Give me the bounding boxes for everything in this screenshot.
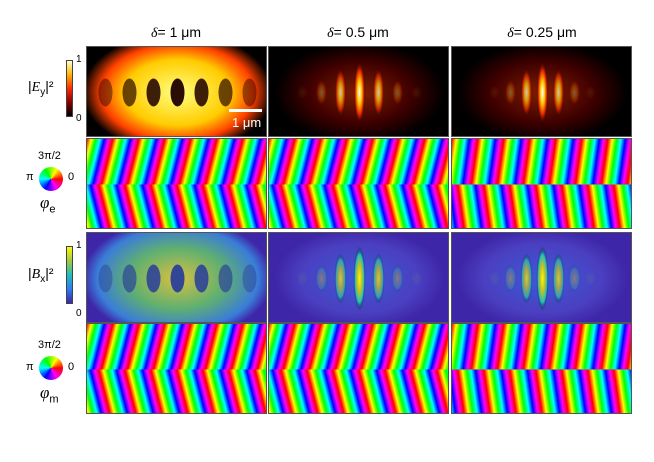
bx-row-label: |Bx|² — [28, 265, 54, 285]
phi-e-color-wheel — [39, 167, 63, 191]
column-title-2: δ= 0.5 μm — [327, 24, 389, 41]
phi-m-label: φm — [40, 383, 59, 406]
bx-colorbar-min: 0 — [76, 308, 82, 319]
scale-bar-label: 1 μm — [232, 115, 262, 130]
phi-e-panel-3 — [451, 138, 632, 229]
bx-panel-1 — [86, 232, 267, 323]
ey-colorbar-min: 0 — [76, 113, 82, 124]
phi-e-wheel-right-label: 0 — [68, 171, 75, 183]
ey-panel-2 — [268, 46, 449, 137]
phi-m-wheel-right-label: 0 — [68, 361, 75, 373]
column-title-3: δ= 0.25 μm — [507, 24, 577, 41]
ey-panel-3 — [451, 46, 632, 137]
ey-row-label: |Ey|² — [28, 78, 54, 98]
bx-panel-3 — [451, 232, 632, 323]
phi-e-wheel-left-label: π — [26, 171, 34, 183]
phi-e-panel-1 — [86, 138, 267, 229]
bx-colorbar-max: 1 — [76, 240, 82, 251]
ey-panel-1 — [86, 46, 267, 137]
column-title-1: δ= 1 μm — [151, 24, 201, 41]
ey-colorbar-max: 1 — [76, 54, 82, 65]
phi-m-panel-2 — [268, 323, 449, 414]
phi-m-panel-1 — [86, 323, 267, 414]
bx-colorbar — [66, 246, 73, 304]
bx-panel-2 — [268, 232, 449, 323]
ey-colorbar — [66, 60, 73, 117]
phi-e-label: φe — [40, 193, 56, 216]
phi-m-wheel-top-label: 3π/2 — [38, 339, 61, 351]
phi-m-panel-3 — [451, 323, 632, 414]
scale-bar — [229, 109, 262, 112]
phi-e-wheel-top-label: 3π/2 — [38, 150, 61, 162]
phi-m-wheel-left-label: π — [26, 361, 34, 373]
phi-e-panel-2 — [268, 138, 449, 229]
phi-m-color-wheel — [39, 356, 63, 380]
